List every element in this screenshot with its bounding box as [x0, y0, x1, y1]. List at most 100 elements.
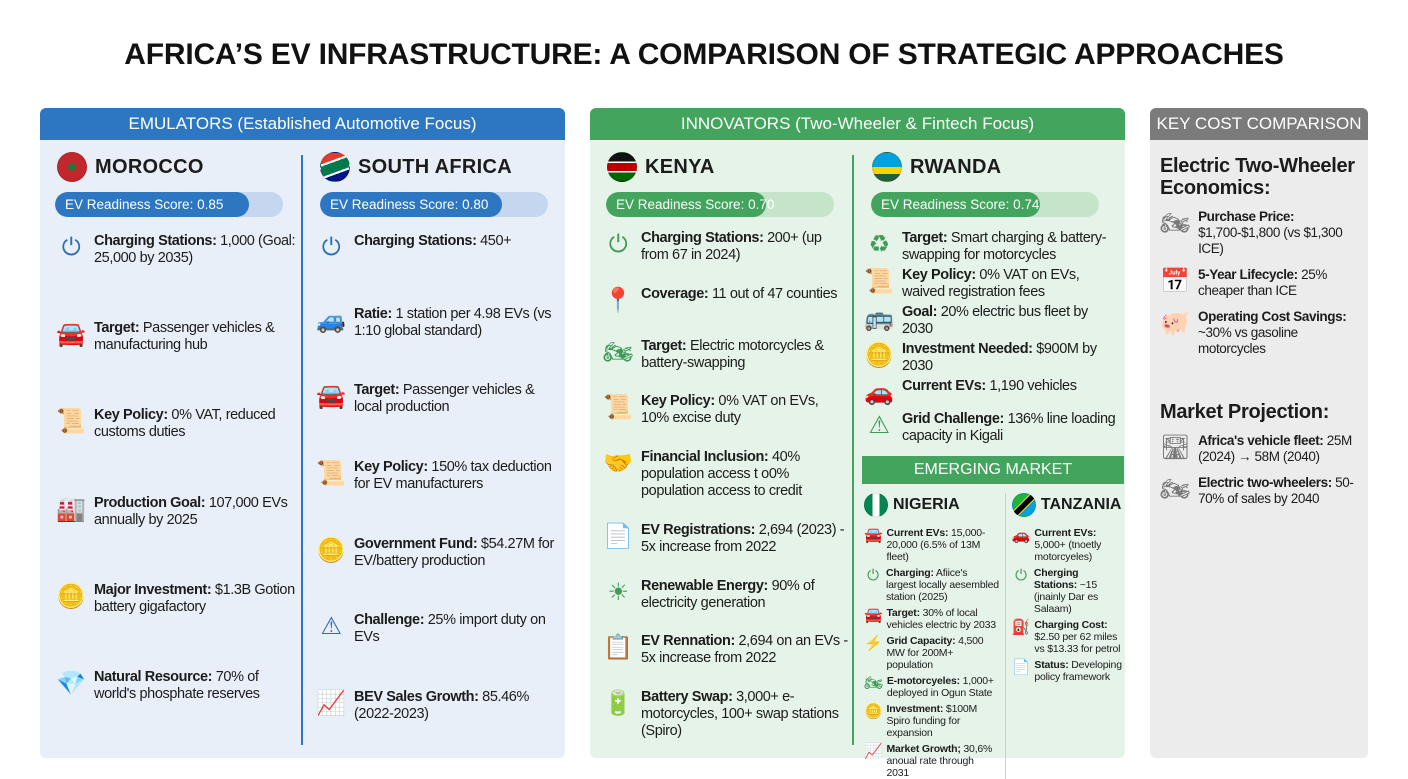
fuel-pump-icon: ⛽	[1011, 619, 1031, 636]
info-item: ⏻ Charging Stations: 1,000 (Goal: 25,000 …	[56, 233, 296, 267]
info-text: Grid Challenge: 136% line loading capaci…	[902, 411, 1122, 445]
info-text: EV Rennation: 2,694 on an EVs - 5x incre…	[641, 633, 849, 667]
info-item: 🚘 Target: Passenger vehicles & local prod…	[316, 382, 562, 416]
info-value: 20% electric bus fleet by 2030	[902, 304, 1088, 337]
kenya-flag-icon	[607, 152, 637, 182]
south-africa-name: SOUTH AFRICA	[358, 155, 512, 178]
vehicles-icon: 🚗	[864, 379, 894, 406]
readiness-score-bar: EV Readiness Score: 0.85	[55, 192, 283, 217]
info-item: 🏭 Production Goal: 107,000 EVs annually b…	[56, 495, 296, 529]
info-value: Developing policy framework	[1034, 659, 1122, 683]
emerging-market-header: EMERGING MARKET	[862, 456, 1124, 484]
info-item: 🚗 Current EVs: 1,190 vehicles	[864, 378, 1122, 408]
info-value: 2,694 (2023) - 5x increase from 2022	[641, 521, 845, 555]
info-label: Operating Cost Savings:	[1198, 309, 1347, 324]
info-item: 🛣 Africa's vehicle fleet: 25M (2024) → 58…	[1160, 433, 1364, 465]
info-text: 5-Year Lifecycle: 25% cheaper than ICE	[1198, 267, 1364, 299]
info-text: E-motorcyeles: 1,000+ deployed in Ogun S…	[887, 675, 999, 699]
info-text: Current EVs: 15,000-20,000 (6.5% of 13M …	[886, 527, 998, 563]
document-icon: 📜	[56, 408, 86, 436]
info-item: 🚘 Current EVs: 15,000-20,000 (6.5% of 13M…	[864, 527, 999, 563]
info-value: 1,000+ deployed in Ogun State	[886, 675, 994, 699]
info-item: ⚡ Grid Capacity: 4,500 MW for 200M+ popul…	[864, 635, 999, 671]
info-value: 30% of local vehicles electric by 2033	[886, 607, 996, 631]
info-value: 150% tax deduction for EV manufacturers	[354, 458, 552, 492]
info-label: Status:	[1034, 659, 1069, 671]
country-kenya: KENYA	[607, 152, 715, 182]
info-label: BEV Sales Growth:	[354, 688, 479, 705]
info-label: Current EVs:	[886, 527, 949, 539]
info-value: 90% of electricity generation	[641, 577, 815, 611]
innovators-header: INNOVATORS (Two-Wheeler & Fintech Focus)	[590, 108, 1125, 140]
info-text: BEV Sales Growth: 85.46% (2022-2023)	[354, 689, 562, 723]
info-label: Coverage:	[641, 285, 709, 302]
info-item: 🔋 Battery Swap: 3,000+ e-motorcycles, 100…	[603, 689, 849, 740]
info-label: Renewable Energy:	[641, 577, 768, 594]
info-text: EV Registrations: 2,694 (2023) - 5x incr…	[641, 522, 849, 556]
info-label: Africa's vehicle fleet:	[1198, 433, 1324, 448]
info-label: Battery Swap:	[641, 689, 733, 705]
info-value: Smart charging & battery-swapping for mo…	[902, 230, 1107, 263]
info-text: Key Policy: 0% VAT, reduced customs duti…	[94, 407, 296, 441]
info-item: 🚙 Ratie: 1 station per 4.98 EVs (vs 1:10 …	[316, 306, 562, 340]
nigeria-column: NIGERIA 🚘 Current EVs: 15,000-20,000 (6.5%…	[864, 493, 999, 779]
document-icon: 📜	[603, 394, 633, 422]
nigeria-name: NIGERIA	[893, 496, 960, 513]
info-value: 15,000-20,000 (6.5% of 13M fleet)	[886, 527, 986, 563]
info-value: 11 out of 47 counties	[708, 285, 838, 302]
info-label: Grid Capacity:	[886, 635, 956, 647]
info-label: Key Policy:	[94, 407, 168, 424]
warning-icon: ⚠	[320, 613, 342, 641]
piggy-bank-icon: 🐖	[1160, 310, 1190, 337]
info-item: 📜 Key Policy: 0% VAT on EVs, waived regis…	[864, 267, 1122, 301]
info-label: Target:	[354, 382, 400, 399]
info-label: Target:	[94, 320, 140, 337]
tanzania-column: TANZANIA 🚗 Current EVs: 5,000+ (tnoetly mo…	[1004, 493, 1122, 779]
info-label: Electric two-wheelers:	[1198, 475, 1332, 490]
info-text: Target: Smart charging & battery-swappin…	[902, 230, 1122, 264]
document-icon: 📜	[864, 268, 894, 295]
readiness-score-fill: EV Readiness Score: 0.74	[871, 192, 1040, 217]
map-pin-icon: 📍	[603, 286, 633, 314]
info-item: 🚗 Current EVs: 5,000+ (tnoetly motorcyele…	[1012, 527, 1122, 563]
info-item: 📈 BEV Sales Growth: 85.46% (2022-2023)	[316, 689, 562, 723]
info-item: 📋 EV Rennation: 2,694 on an EVs - 5x incr…	[603, 633, 849, 667]
info-item: 📜 Key Policy: 150% tax deduction for EV m…	[316, 459, 562, 493]
info-text: Purchase Price: $1,700-$1,800 (vs $1,300…	[1198, 209, 1364, 257]
charging-plug-icon: ⏻	[1015, 567, 1027, 584]
kenya-name: KENYA	[645, 155, 715, 178]
car-icon: 🚘	[316, 383, 346, 411]
info-value: 4,500 MW for 200M+ population	[886, 635, 984, 671]
info-value: 1,000 (Goal: 25,000 by 2035)	[94, 233, 296, 266]
info-label: Target:	[902, 230, 948, 246]
info-value: ~30% vs gasoline motorcycles	[1198, 325, 1298, 356]
info-text: Target: Passenger vehicles & local produ…	[354, 382, 562, 416]
info-text: Charging: Afiice's largest locally aesem…	[886, 567, 999, 603]
clipboard-check-icon: 📋	[603, 634, 633, 662]
motorcycle-tag-icon: 🏍	[1160, 210, 1191, 237]
info-item: 🪙 Major Investment: $1.3B Gotion battery …	[56, 582, 296, 616]
info-item: ⛽ Charging Cost: $2.50 per 62 miles vs $1…	[1012, 619, 1122, 655]
info-text: Current EVs: 1,190 vehicles	[902, 378, 1077, 408]
sun-wind-icon: ☀	[607, 578, 629, 606]
info-text: Operating Cost Savings: ~30% vs gasoline…	[1198, 309, 1364, 357]
info-text: Key Policy: 0% VAT on EVs, 10% excise du…	[641, 393, 849, 427]
coins-icon: 🪙	[56, 582, 86, 610]
info-label: Market Growth;	[886, 743, 961, 755]
document-icon: 📜	[316, 459, 346, 487]
info-label: Key Policy:	[641, 393, 715, 410]
motorcycle-icon: 🏍	[603, 338, 634, 366]
info-value: 0% VAT on EVs, 10% excise duty	[641, 393, 819, 427]
info-text: Market Growth; 30,6% anoual rate through…	[886, 743, 998, 779]
info-text: Natural Resource: 70% of world's phospha…	[94, 669, 296, 703]
info-value: Passenger vehicles & local production	[354, 382, 535, 416]
info-label: E-motorcyeles:	[886, 675, 960, 687]
info-text: Current EVs: 5,000+ (tnoetly motorcyeles…	[1034, 527, 1122, 563]
info-value: 1 station per 4.98 EVs (vs 1:10 global s…	[354, 305, 552, 339]
rwanda-and-emerging: ♻ Target: Smart charging & battery-swappi…	[862, 230, 1124, 779]
info-item: 🚘 Target: 30% of local vehicles electric …	[864, 607, 999, 631]
info-item: 🐖 Operating Cost Savings: ~30% vs gasolin…	[1160, 309, 1364, 357]
info-item: 🪙 Government Fund: $54.27M for EV/battery…	[316, 536, 562, 570]
charger-cars-icon: 🚙	[316, 306, 346, 334]
factory-icon: 🏭	[56, 495, 86, 523]
